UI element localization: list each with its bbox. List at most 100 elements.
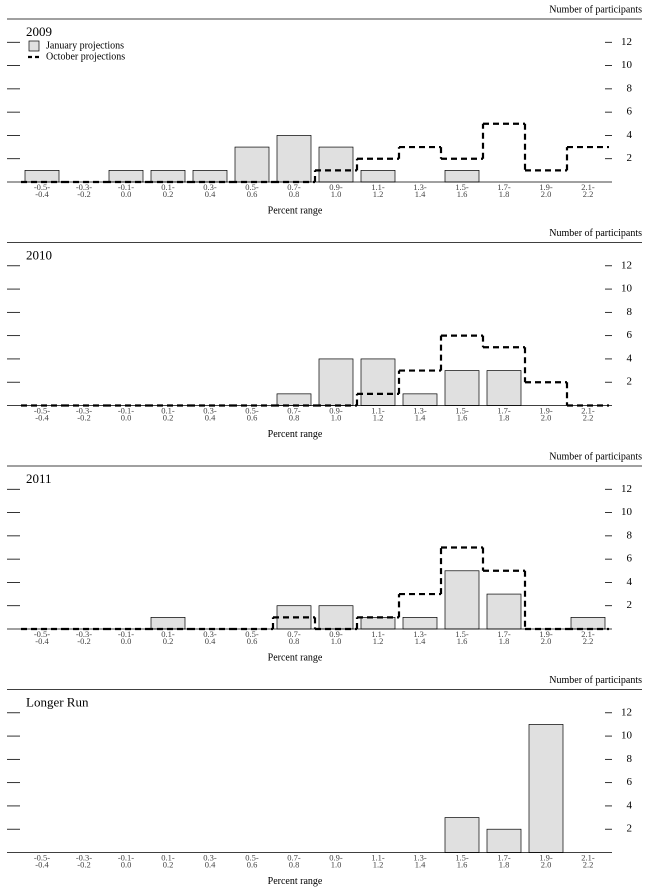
x-tick-label: 2.1- bbox=[581, 852, 595, 862]
y-tick-label: 12 bbox=[621, 259, 632, 271]
bar bbox=[486, 370, 522, 406]
x-tick-label: 0.3- bbox=[203, 405, 217, 415]
x-tick-label: -0.5- bbox=[34, 182, 50, 192]
x-tick-label: 1.9- bbox=[539, 182, 553, 192]
x-tick-label: 0.8 bbox=[289, 412, 300, 422]
x-tick-label: 1.5- bbox=[455, 852, 469, 862]
x-tick-label: 1.7- bbox=[497, 182, 511, 192]
bar bbox=[402, 393, 438, 406]
x-tick-label: 1.0 bbox=[331, 412, 342, 422]
y-tick-label: 4 bbox=[627, 129, 633, 141]
bar bbox=[276, 135, 312, 183]
x-tick-label: 2.1- bbox=[581, 182, 595, 192]
x-tick-label: -0.2 bbox=[77, 412, 90, 422]
bar bbox=[108, 170, 144, 183]
x-axis-label: Percent range bbox=[268, 429, 323, 440]
legend-label: October projections bbox=[46, 51, 125, 62]
y-tick-label: 8 bbox=[627, 82, 633, 94]
bar bbox=[360, 170, 396, 183]
x-tick-label: 1.2 bbox=[373, 636, 384, 646]
x-tick-label: -0.3- bbox=[76, 405, 92, 415]
x-tick-label: 0.3- bbox=[203, 182, 217, 192]
x-tick-label: 0.8 bbox=[289, 859, 300, 869]
x-tick-label: 1.5- bbox=[455, 405, 469, 415]
panel-title: 2011 bbox=[26, 471, 52, 486]
x-tick-label: 0.4 bbox=[205, 412, 216, 422]
bar bbox=[444, 370, 480, 406]
bar bbox=[402, 617, 438, 630]
x-tick-label: 1.7- bbox=[497, 629, 511, 639]
x-tick-label: -0.3- bbox=[76, 852, 92, 862]
x-tick-label: -0.3- bbox=[76, 629, 92, 639]
x-tick-label: 1.9- bbox=[539, 405, 553, 415]
x-tick-label: 1.6 bbox=[457, 412, 468, 422]
x-tick-label: 1.2 bbox=[373, 189, 384, 199]
y-tick-label: 12 bbox=[621, 483, 632, 495]
bar bbox=[192, 170, 228, 183]
x-tick-label: 2.0 bbox=[541, 636, 552, 646]
x-tick-label: 0.7- bbox=[287, 852, 301, 862]
x-tick-label: 1.8 bbox=[499, 859, 510, 869]
x-tick-label: -0.2 bbox=[77, 859, 90, 869]
legend-swatch bbox=[28, 40, 40, 52]
x-tick-label: 1.3- bbox=[413, 405, 427, 415]
x-tick-label: 0.6 bbox=[247, 636, 258, 646]
x-tick-label: 2.2 bbox=[583, 412, 594, 422]
y-tick-label: 10 bbox=[621, 59, 633, 71]
bar bbox=[24, 170, 60, 183]
bar bbox=[150, 617, 186, 630]
x-tick-label: 1.2 bbox=[373, 859, 384, 869]
x-tick-label: 0.5- bbox=[245, 629, 259, 639]
x-tick-label: 0.8 bbox=[289, 636, 300, 646]
bar bbox=[360, 358, 396, 406]
x-tick-label: 1.6 bbox=[457, 859, 468, 869]
y-tick-label: 2 bbox=[627, 823, 633, 835]
x-tick-label: -0.1- bbox=[118, 182, 134, 192]
x-tick-label: 0.0 bbox=[121, 412, 132, 422]
x-tick-label: 1.7- bbox=[497, 405, 511, 415]
y-tick-label: 6 bbox=[627, 329, 633, 341]
bar bbox=[150, 170, 186, 183]
x-tick-label: 0.0 bbox=[121, 859, 132, 869]
x-tick-label: 1.8 bbox=[499, 189, 510, 199]
x-tick-label: -0.3- bbox=[76, 182, 92, 192]
x-tick-label: -0.1- bbox=[118, 852, 134, 862]
y-tick-label: 6 bbox=[627, 553, 633, 565]
x-tick-label: 0.9- bbox=[329, 405, 343, 415]
bar bbox=[444, 170, 480, 183]
x-tick-label: 2.1- bbox=[581, 629, 595, 639]
panel-title: 2009 bbox=[26, 24, 52, 39]
x-axis-label: Percent range bbox=[268, 652, 323, 663]
x-tick-label: 0.4 bbox=[205, 859, 216, 869]
x-tick-label: 1.6 bbox=[457, 189, 468, 199]
y-tick-label: 2 bbox=[627, 599, 633, 611]
x-tick-label: 2.0 bbox=[541, 412, 552, 422]
x-tick-label: 2.1- bbox=[581, 405, 595, 415]
x-tick-label: 0.2 bbox=[163, 636, 174, 646]
bar bbox=[444, 817, 480, 853]
x-tick-label: -0.1- bbox=[118, 405, 134, 415]
x-tick-label: 1.1- bbox=[371, 182, 385, 192]
x-tick-label: -0.4 bbox=[35, 636, 49, 646]
bar bbox=[444, 570, 480, 630]
panel-title: 2010 bbox=[26, 247, 52, 262]
x-tick-label: 0.5- bbox=[245, 852, 259, 862]
x-tick-label: 1.2 bbox=[373, 412, 384, 422]
x-tick-label: 1.4 bbox=[415, 412, 426, 422]
bar bbox=[570, 617, 606, 630]
bar bbox=[360, 617, 396, 630]
legend-label: January projections bbox=[46, 40, 124, 51]
x-tick-label: 2.0 bbox=[541, 189, 552, 199]
y-tick-label: 6 bbox=[627, 106, 633, 118]
x-tick-label: 1.3- bbox=[413, 629, 427, 639]
x-tick-label: 1.0 bbox=[331, 636, 342, 646]
y-tick-label: 10 bbox=[621, 283, 633, 295]
x-tick-label: -0.5- bbox=[34, 629, 50, 639]
x-tick-label: 0.6 bbox=[247, 859, 258, 869]
y-axis-label: Number of participants bbox=[549, 675, 642, 686]
x-tick-label: 1.1- bbox=[371, 852, 385, 862]
x-tick-label: 0.9- bbox=[329, 629, 343, 639]
x-tick-label: 1.5- bbox=[455, 629, 469, 639]
x-tick-label: 1.4 bbox=[415, 189, 426, 199]
